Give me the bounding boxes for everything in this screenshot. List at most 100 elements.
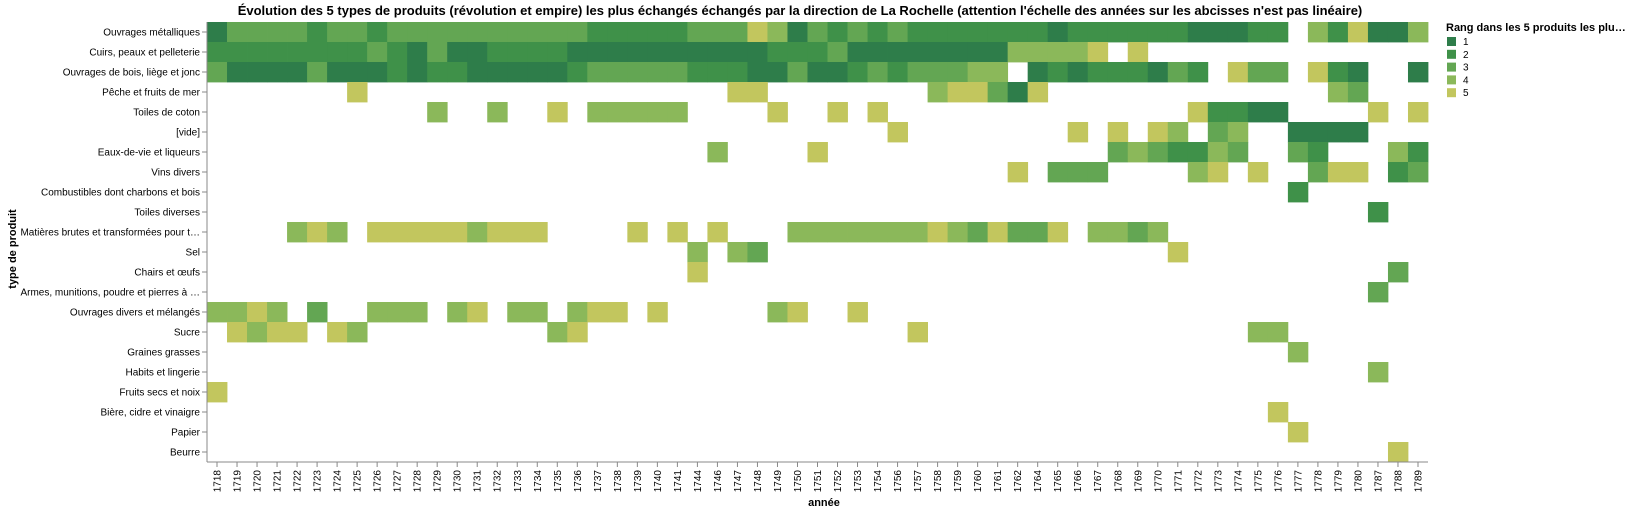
heatmap-cell bbox=[347, 62, 368, 83]
x-tick-label: 1749 bbox=[773, 470, 784, 493]
heatmap-cell bbox=[847, 62, 868, 83]
heatmap-cell bbox=[467, 42, 488, 63]
x-tick-label: 1726 bbox=[373, 470, 384, 493]
heatmap-cell bbox=[1227, 102, 1249, 123]
heatmap-cell bbox=[947, 62, 969, 83]
heatmap-cell bbox=[1007, 82, 1029, 103]
heatmap-cell bbox=[827, 42, 848, 63]
x-tick-label: 1722 bbox=[293, 470, 304, 493]
x-tick-label: 1737 bbox=[593, 470, 604, 493]
legend-label: 5 bbox=[1463, 88, 1469, 99]
heatmap-cell bbox=[307, 222, 328, 243]
x-tick-label: 1774 bbox=[1233, 470, 1244, 493]
heatmap-cell bbox=[627, 222, 648, 243]
heatmap-cell bbox=[1107, 62, 1129, 83]
heatmap-cell bbox=[1267, 402, 1289, 423]
heatmap-cell bbox=[667, 42, 688, 63]
heatmap-cell bbox=[1207, 142, 1229, 163]
x-tick-label: 1762 bbox=[1013, 470, 1024, 493]
x-tick-label: 1759 bbox=[953, 470, 964, 493]
heatmap-cell bbox=[407, 22, 428, 43]
heatmap-cell bbox=[1147, 122, 1169, 143]
heatmap-cell bbox=[267, 62, 288, 83]
y-tick-label: Sucre bbox=[174, 328, 201, 339]
heatmap-cell bbox=[907, 322, 928, 343]
heatmap-cell bbox=[467, 302, 488, 323]
heatmap-cell bbox=[1407, 162, 1429, 183]
heatmap-cell bbox=[1047, 222, 1069, 243]
heatmap-cell bbox=[647, 62, 668, 83]
heatmap-cell bbox=[427, 42, 448, 63]
heatmap-cell bbox=[527, 22, 548, 43]
heatmap-cell bbox=[547, 102, 568, 123]
heatmap-cell bbox=[887, 222, 908, 243]
heatmap-cell bbox=[747, 62, 768, 83]
heatmap-cell bbox=[367, 222, 388, 243]
heatmap-cell bbox=[827, 222, 848, 243]
heatmap-cell bbox=[1247, 102, 1269, 123]
heatmap-cell bbox=[1047, 62, 1069, 83]
heatmap-cell bbox=[367, 62, 388, 83]
y-tick-label: Bière, cidre et vinaigre bbox=[101, 408, 201, 419]
y-tick-label: Combustibles dont charbons et bois bbox=[41, 188, 200, 199]
heatmap-cell bbox=[1107, 122, 1129, 143]
heatmap-cell bbox=[1387, 442, 1409, 463]
heatmap-cell bbox=[287, 42, 308, 63]
heatmap-cell bbox=[1107, 142, 1129, 163]
heatmap-cell bbox=[1367, 362, 1389, 383]
heatmap-cell bbox=[827, 62, 848, 83]
heatmap-cell bbox=[687, 262, 708, 283]
heatmap-cell bbox=[927, 62, 949, 83]
heatmap-cell bbox=[327, 22, 348, 43]
legend-swatch bbox=[1447, 75, 1456, 85]
x-tick-label: 1772 bbox=[1193, 470, 1204, 493]
heatmap-cell bbox=[747, 42, 768, 63]
heatmap-cell bbox=[267, 42, 288, 63]
heatmap-cell bbox=[887, 42, 908, 63]
heatmap-cell bbox=[707, 42, 728, 63]
x-tick-label: 1750 bbox=[793, 470, 804, 493]
heatmap-cell bbox=[1347, 62, 1369, 83]
heatmap-cell bbox=[447, 62, 468, 83]
heatmap-cell bbox=[767, 302, 788, 323]
heatmap-cell bbox=[1287, 182, 1309, 203]
heatmap-cell bbox=[227, 42, 248, 63]
x-axis: 1718 1719 1720 1721 1722 1723 1724 1725 1726 1727… bbox=[213, 462, 1424, 493]
heatmap-cell bbox=[247, 302, 268, 323]
heatmap-cell bbox=[687, 42, 708, 63]
heatmap-cell bbox=[827, 22, 848, 43]
heatmap-cell bbox=[1187, 102, 1209, 123]
x-tick-label: 1732 bbox=[493, 470, 504, 493]
heatmap-cell bbox=[807, 22, 828, 43]
x-tick-label: 1739 bbox=[633, 470, 644, 493]
legend-swatch bbox=[1447, 88, 1456, 98]
x-tick-label: 1761 bbox=[993, 470, 1004, 493]
y-tick-label: Chairs et œufs bbox=[134, 268, 200, 279]
heatmap-cell bbox=[1047, 162, 1069, 183]
x-tick-label: 1733 bbox=[513, 470, 524, 493]
heatmap-cell bbox=[1167, 242, 1189, 263]
y-tick-label: Eaux-de-vie et liqueurs bbox=[98, 148, 200, 159]
heatmap-cell bbox=[1027, 62, 1049, 83]
heatmap-cell bbox=[627, 22, 648, 43]
heatmap-cell bbox=[1027, 82, 1049, 103]
x-tick-label: 1747 bbox=[733, 470, 744, 493]
heatmap-cell bbox=[887, 122, 908, 143]
heatmap-cell bbox=[1327, 82, 1349, 103]
heatmap-cell bbox=[1247, 22, 1269, 43]
heatmap-cell bbox=[467, 22, 488, 43]
heatmap-cell bbox=[867, 42, 888, 63]
heatmap-cell bbox=[1307, 62, 1329, 83]
heatmap-cell bbox=[1067, 122, 1089, 143]
heatmap-cell bbox=[247, 322, 268, 343]
heatmap-cell bbox=[927, 222, 949, 243]
heatmap-cell bbox=[407, 42, 428, 63]
heatmap-cell bbox=[747, 242, 768, 263]
chart-title: Évolution des 5 types de produits (révol… bbox=[238, 3, 1363, 18]
heatmap-cell bbox=[1007, 42, 1029, 63]
heatmap-cell bbox=[1147, 22, 1169, 43]
heatmap-cell bbox=[707, 142, 728, 163]
heatmap-cell bbox=[1087, 42, 1109, 63]
heatmap-cell bbox=[287, 22, 308, 43]
heatmap-cell bbox=[507, 222, 528, 243]
